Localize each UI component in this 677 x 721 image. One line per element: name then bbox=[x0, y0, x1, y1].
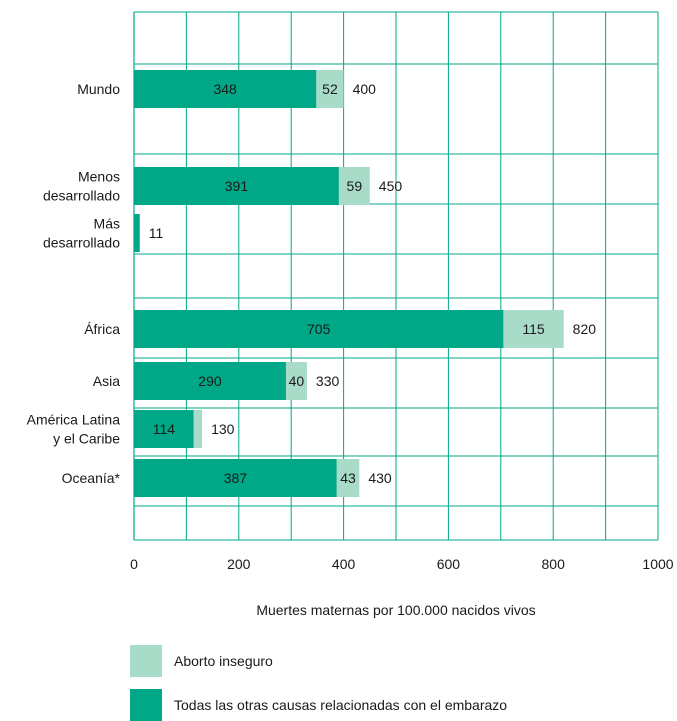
bar-other-causes bbox=[134, 362, 286, 400]
category-label: Oceanía* bbox=[62, 470, 121, 486]
bar-other-causes bbox=[134, 167, 339, 205]
data-label-unsafe-abortion: 40 bbox=[289, 373, 305, 389]
category-label: Asia bbox=[93, 373, 120, 389]
data-label-other-causes: 705 bbox=[307, 321, 331, 337]
data-label-other-causes: 290 bbox=[198, 373, 222, 389]
category-label: América Latina y el Caribe bbox=[27, 412, 121, 447]
bar-unsafe-abortion bbox=[503, 310, 564, 348]
legend-swatch-unsafe-abortion bbox=[130, 645, 162, 677]
legend-label-other-causes: Todas las otras causas relacionadas con … bbox=[174, 697, 508, 713]
bar-other-causes bbox=[134, 70, 317, 108]
legend-label-unsafe-abortion: Aborto inseguro bbox=[174, 653, 273, 669]
data-label-other-causes: 391 bbox=[225, 178, 249, 194]
legend-swatch-other-causes bbox=[130, 689, 162, 721]
bar-other-causes bbox=[134, 214, 140, 252]
data-label-unsafe-abortion: 115 bbox=[522, 321, 545, 337]
data-label-total: 400 bbox=[353, 81, 377, 97]
bar-other-causes bbox=[134, 310, 504, 348]
data-label-total: 11 bbox=[149, 225, 164, 241]
data-label-total: 820 bbox=[573, 321, 597, 337]
data-label-other-causes: 387 bbox=[224, 470, 248, 486]
category-label: Más desarrollado bbox=[43, 216, 120, 251]
data-label-total: 450 bbox=[379, 178, 403, 194]
data-label-total: 430 bbox=[368, 470, 392, 486]
x-tick-label: 1000 bbox=[642, 556, 673, 572]
data-label-unsafe-abortion: 52 bbox=[322, 81, 338, 97]
x-axis-title: Muertes maternas por 100.000 nacidos viv… bbox=[256, 602, 536, 618]
x-tick-label: 800 bbox=[542, 556, 566, 572]
bar-unsafe-abortion bbox=[316, 70, 344, 108]
bar-unsafe-abortion bbox=[193, 410, 203, 448]
bar-unsafe-abortion bbox=[336, 459, 360, 497]
x-tick-label: 400 bbox=[332, 556, 356, 572]
legend-item-unsafe-abortion: Aborto inseguro bbox=[130, 645, 273, 677]
data-label-unsafe-abortion: 59 bbox=[347, 178, 363, 194]
data-label-other-causes: 348 bbox=[213, 81, 237, 97]
x-tick-label: 200 bbox=[227, 556, 251, 572]
category-label: Mundo bbox=[77, 81, 120, 97]
bar-unsafe-abortion bbox=[338, 167, 370, 205]
x-tick-label: 600 bbox=[437, 556, 461, 572]
bar-other-causes bbox=[134, 459, 337, 497]
category-label: África bbox=[84, 321, 120, 337]
bar-unsafe-abortion bbox=[285, 362, 307, 400]
x-tick-label: 0 bbox=[130, 556, 138, 572]
legend-item-other-causes: Todas las otras causas relacionadas con … bbox=[130, 689, 507, 721]
data-label-total: 130 bbox=[211, 421, 235, 437]
data-label-unsafe-abortion: 43 bbox=[340, 470, 356, 486]
data-label-total: 330 bbox=[316, 373, 340, 389]
data-label-other-causes: 114 bbox=[153, 421, 176, 437]
bar-other-causes bbox=[134, 410, 194, 448]
category-label: Menos desarrollado bbox=[43, 169, 120, 204]
